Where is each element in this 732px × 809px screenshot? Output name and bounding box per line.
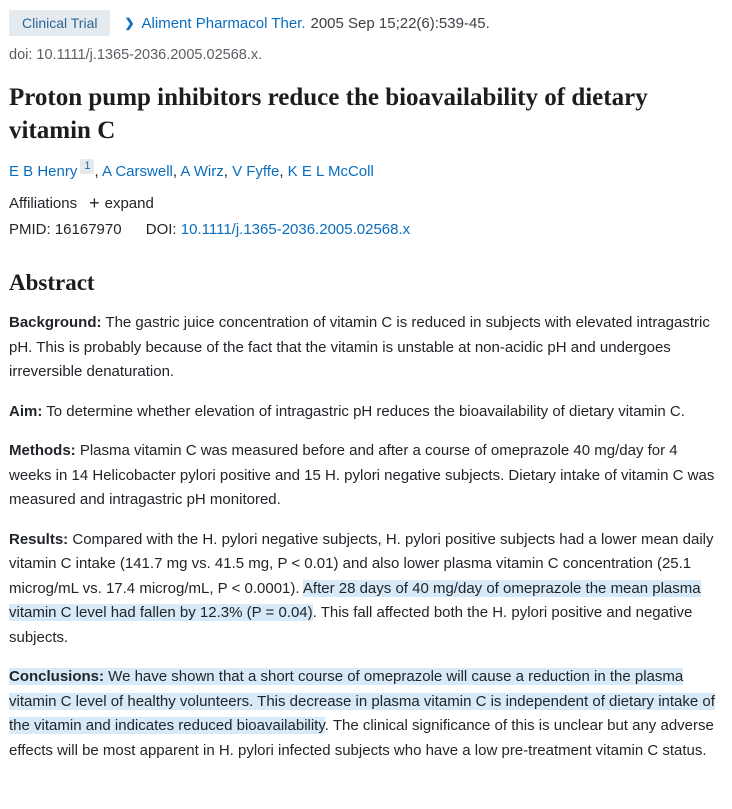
publication-type-badge[interactable]: Clinical Trial bbox=[9, 10, 111, 36]
section-label: Methods: bbox=[9, 442, 76, 459]
affiliations-label: Affiliations bbox=[9, 194, 78, 212]
plus-icon: + bbox=[89, 193, 100, 213]
author-separator: , bbox=[279, 163, 288, 180]
affiliations-expand-button[interactable]: + expand bbox=[89, 194, 154, 212]
section-text: Plasma vitamin C was measured before and… bbox=[9, 442, 715, 508]
author-link[interactable]: A Wirz bbox=[180, 163, 224, 180]
highlighted-text: Conclusions: We have shown that a short … bbox=[9, 668, 715, 734]
author-affiliation-sup[interactable]: 1 bbox=[80, 159, 95, 174]
article-title: Proton pump inhibitors reduce the bioava… bbox=[9, 84, 648, 144]
doi-link[interactable]: 10.1111/j.1365-2036.2005.02568.x bbox=[180, 221, 411, 238]
identifiers-row: PMID: 16167970 DOI: 10.1111/j.1365-2036.… bbox=[9, 221, 723, 238]
section-text: . This fall affected both the H. pylori … bbox=[9, 604, 693, 646]
doi-label: DOI: bbox=[145, 221, 177, 238]
citation-text: 2005 Sep 15;22(6):539-45. bbox=[310, 14, 490, 32]
abstract-paragraph-conclusions: Conclusions: We have shown that a short … bbox=[9, 665, 723, 763]
doi-line: doi: 10.1111/j.1365-2036.2005.02568.x. bbox=[9, 47, 263, 63]
abstract-section: Abstract Background: The gastric juice c… bbox=[9, 270, 723, 763]
author-link[interactable]: A Carswell bbox=[102, 163, 173, 180]
expand-label: expand bbox=[104, 194, 154, 212]
author-separator: , bbox=[94, 163, 102, 180]
abstract-paragraph-aim: Aim: To determine whether elevation of i… bbox=[9, 400, 723, 425]
section-label: Results: bbox=[9, 530, 69, 548]
section-text: We have shown that a short course of ome… bbox=[9, 668, 715, 734]
authors-list: E B Henry 1, A Carswell, A Wirz, V Fyffe,… bbox=[9, 159, 723, 180]
section-text: . The clinical significance of this is u… bbox=[9, 717, 714, 759]
abstract-paragraph-methods: Methods: Plasma vitamin C was measured b… bbox=[9, 439, 723, 513]
section-label: Background: bbox=[9, 314, 102, 331]
author-separator: , bbox=[172, 163, 181, 180]
author-link[interactable]: K E L McColl bbox=[287, 163, 374, 180]
journal-citation: ❯ Aliment Pharmacol Ther. 2005 Sep 15;22… bbox=[124, 15, 489, 32]
journal-link[interactable]: Aliment Pharmacol Ther. bbox=[141, 14, 306, 32]
author-link[interactable]: V Fyffe bbox=[232, 163, 280, 180]
citation-header: Clinical Trial ❯ Aliment Pharmacol Ther.… bbox=[9, 10, 723, 36]
affiliations-row: Affiliations + expand bbox=[9, 194, 723, 212]
abstract-paragraph-background: Background: The gastric juice concentrat… bbox=[9, 311, 723, 385]
pmid-label: PMID: bbox=[9, 221, 51, 238]
author-link[interactable]: E B Henry bbox=[9, 163, 78, 180]
chevron-right-icon: ❯ bbox=[124, 16, 135, 30]
section-text: To determine whether elevation of intrag… bbox=[42, 402, 685, 420]
section-text: Compared with the H. pylori negative sub… bbox=[9, 530, 714, 597]
section-text: The gastric juice concentration of vitam… bbox=[9, 314, 710, 380]
abstract-paragraph-results: Results: Compared with the H. pylori neg… bbox=[9, 528, 723, 651]
abstract-heading: Abstract bbox=[9, 270, 95, 295]
article-page: Clinical Trial ❯ Aliment Pharmacol Ther.… bbox=[9, 10, 723, 763]
author-separator: , bbox=[223, 163, 233, 180]
section-label: Conclusions: bbox=[9, 668, 105, 685]
pmid-value: 16167970 bbox=[54, 221, 122, 238]
section-label: Aim: bbox=[9, 402, 43, 420]
